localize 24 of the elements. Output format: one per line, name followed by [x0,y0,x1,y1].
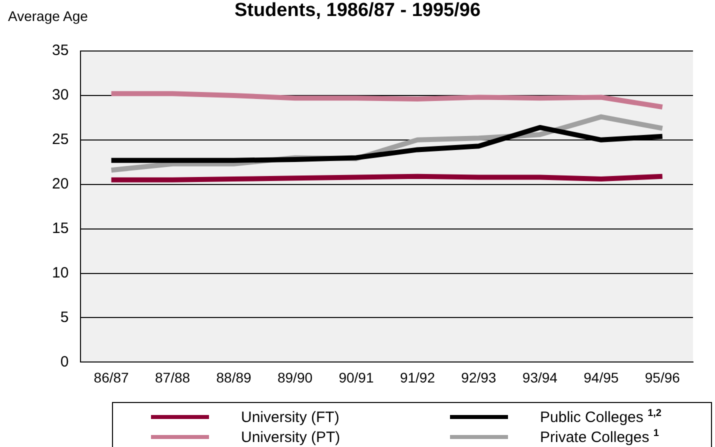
y-tick-label: 0 [60,353,69,370]
y-tick-label: 35 [52,42,69,60]
y-tick-label: 5 [60,308,69,326]
legend-label: Public Colleges $^{1,2}$ [540,408,662,426]
x-tick-label: 90/91 [338,369,374,386]
x-tick-label: 93/94 [522,369,558,386]
x-tick-label: 92/93 [461,369,496,386]
chart-title: Students, 1986/87 - 1995/96 [234,0,481,21]
x-tick-label: 88/89 [216,369,252,386]
x-tick-label: 89/90 [277,369,313,386]
legend-label: University (PT) [241,428,340,446]
x-tick-label: 95/96 [644,369,680,386]
x-tick-label: 94/95 [584,369,619,386]
x-tick-label: 87/88 [155,369,190,386]
y-axis-title: Average Age [8,8,88,24]
y-tick-label: 15 [52,220,69,237]
y-tick-label: 30 [52,86,69,104]
x-tick-label: 91/92 [400,369,436,386]
y-tick-label: 20 [52,176,69,193]
x-tick-label: 86/87 [94,369,130,386]
legend-label: Private Colleges $^{1}$ [540,428,659,446]
y-tick-label: 10 [52,264,69,282]
y-tick-label: 25 [52,131,69,148]
legend-label: University (FT) [241,408,340,426]
